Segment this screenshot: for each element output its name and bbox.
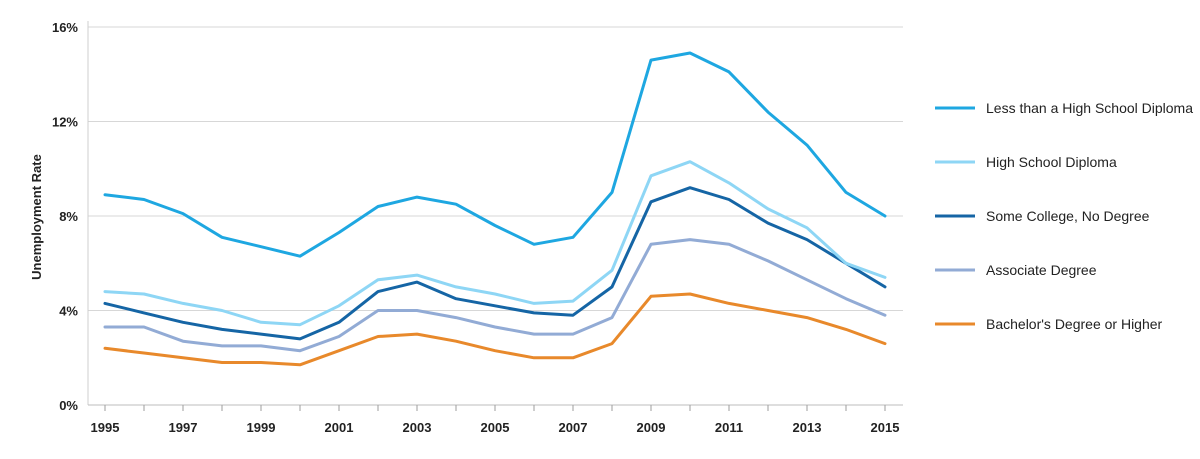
x-tick-label: 2015 (871, 420, 900, 435)
legend-label: Some College, No Degree (986, 208, 1150, 224)
series-line-1 (103, 51, 887, 258)
x-tick-label: 1997 (169, 420, 198, 435)
x-tick-label: 2005 (481, 420, 510, 435)
x-tick-label: 2001 (325, 420, 354, 435)
y-tick-label: 8% (59, 209, 78, 224)
legend: Less than a High School Diploma High Scho… (935, 100, 1193, 332)
legend-label: Associate Degree (986, 262, 1097, 278)
legend-label: Less than a High School Diploma (986, 100, 1193, 116)
y-tick-label: 12% (52, 115, 78, 130)
x-tick-label: 1995 (91, 420, 120, 435)
series-line-3 (103, 186, 887, 341)
y-tick-label: 4% (59, 304, 78, 319)
x-tick-label: 2007 (559, 420, 588, 435)
y-tick-label: 0% (59, 398, 78, 413)
x-tick-label: 2003 (403, 420, 432, 435)
series-line-5 (103, 292, 887, 367)
series-line-2 (103, 160, 887, 327)
x-tick-label: 2009 (637, 420, 666, 435)
y-axis-title: Unemployment Rate (29, 154, 44, 280)
axes: 0% 4% 8% 12% 16% 1995 1997 1999 2001 2003 2005 2007… (52, 20, 903, 435)
x-tick-label: 1999 (247, 420, 276, 435)
x-tick-label: 2011 (715, 420, 743, 435)
series-lines (103, 51, 887, 367)
legend-label: High School Diploma (986, 154, 1117, 170)
series-line-4 (103, 238, 887, 353)
legend-label: Bachelor's Degree or Higher (986, 316, 1163, 332)
y-tick-label: 16% (52, 20, 78, 35)
x-tick-label: 2013 (793, 420, 822, 435)
